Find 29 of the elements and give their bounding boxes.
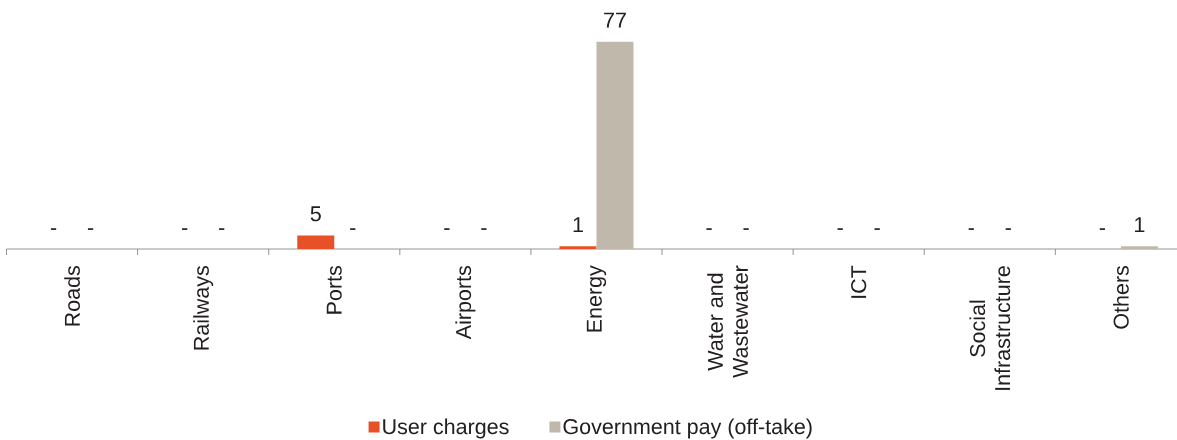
data-label: - [350,228,356,230]
data-label: 1 [1135,217,1145,233]
data-label: - [874,228,880,230]
data-label: - [1005,228,1011,230]
data-label: - [481,228,487,230]
data-label: - [87,228,94,230]
data-label: - [837,228,843,230]
data-label: 77 [604,12,626,28]
x-tick-label: Railways [193,266,214,350]
x-tick-label: Energy [586,265,607,332]
data-label: - [182,228,188,230]
x-tick-label: Others [1113,265,1129,329]
data-label: - [50,228,57,230]
x-tick-label: ICT [851,265,867,298]
x-tick-label: Social Infrastructure [969,266,1011,390]
legend-label: Government pay (off-take) [563,418,812,439]
x-tick-label: Water and Wastewater [707,265,748,378]
data-label: - [968,228,974,230]
x-tick-label: Ports [326,265,342,314]
data-label: - [219,228,225,230]
legend-label: User charges [383,418,509,439]
x-tick-label: Roads [64,265,80,326]
data-label: - [743,228,749,230]
data-label: - [706,228,712,230]
data-label: - [444,228,450,230]
x-tick-label: Airports [455,265,476,340]
data-label: 5 [310,206,321,222]
data-label: 1 [573,217,583,233]
data-label: - [1099,228,1106,230]
